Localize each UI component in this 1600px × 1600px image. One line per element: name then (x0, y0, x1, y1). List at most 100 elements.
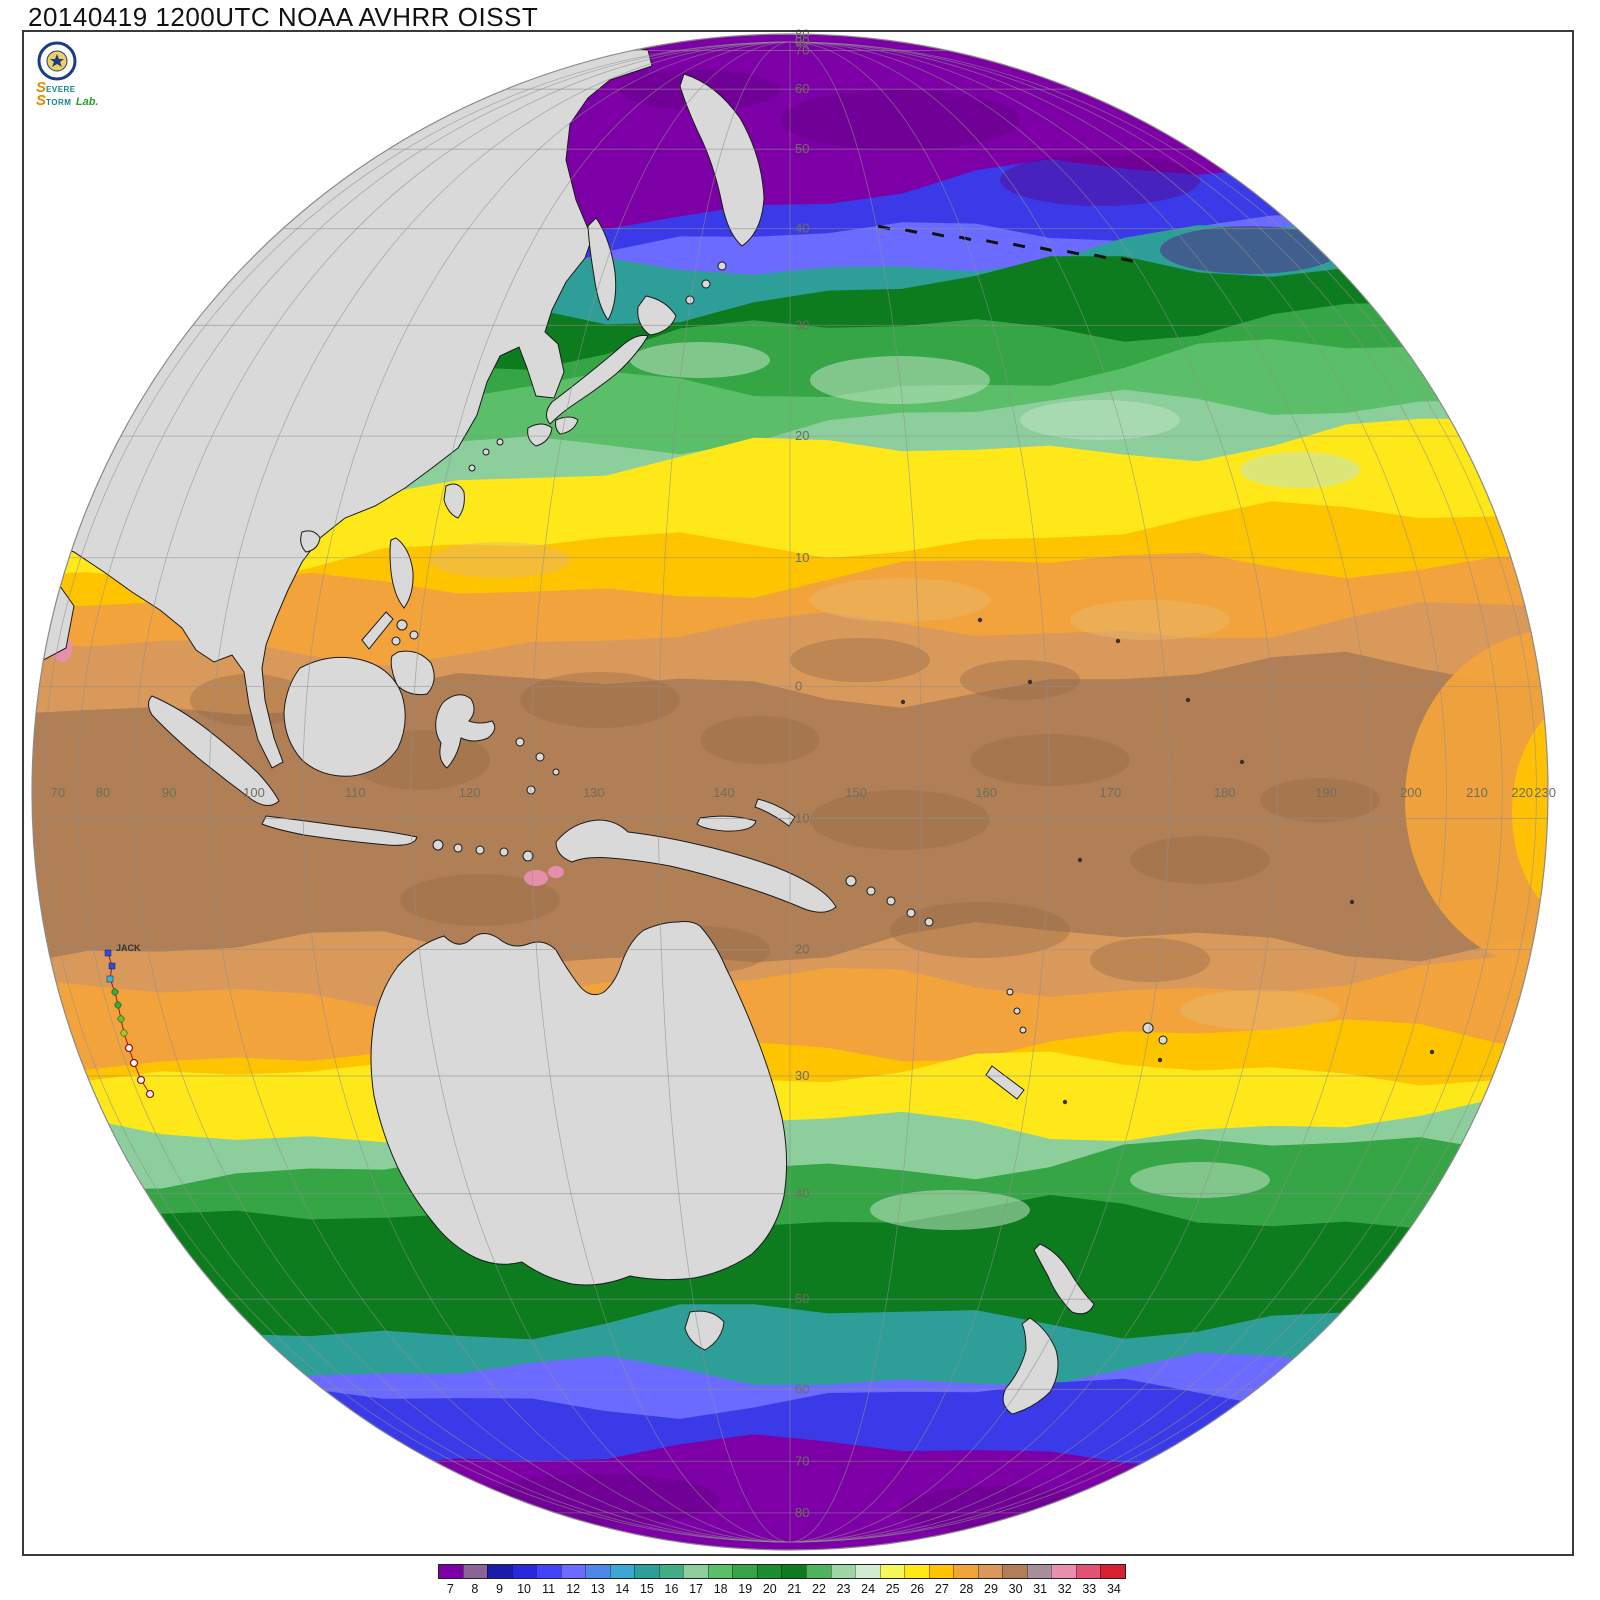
colorbar-tick-label: 8 (471, 1582, 479, 1596)
lat-label: 10 (795, 810, 809, 825)
colorbar-tick-label: 18 (713, 1582, 728, 1596)
land-atoll (1349, 899, 1355, 905)
colorbar-cell (904, 1565, 929, 1578)
land-borneo (283, 656, 406, 777)
land-vanuatu-island (1019, 1026, 1027, 1034)
land-vanuatu-island (1013, 1007, 1021, 1015)
globe-rim (31, 33, 1549, 1551)
land-aleutian-islands (1012, 242, 1026, 249)
lon-label: 120 (459, 785, 481, 800)
colorbar-tick-label: 20 (762, 1582, 777, 1596)
pale-green-patch (1240, 452, 1360, 488)
land-kamchatka (679, 73, 765, 247)
land-solomon-island (886, 896, 896, 906)
colorbar-tick-label: 9 (495, 1582, 503, 1596)
colorbar-cell (707, 1565, 733, 1578)
land-aleutian-islands (1120, 257, 1134, 263)
land-palawan (361, 611, 394, 650)
land-new-ireland (754, 798, 796, 827)
colorbar-cell (855, 1565, 880, 1578)
storm-position-marker (120, 1029, 128, 1037)
storm-position-marker (145, 1089, 155, 1099)
lat-label: 20 (795, 428, 809, 443)
colorbar-tick-label: 34 (1106, 1582, 1121, 1596)
lon-label: 190 (1315, 785, 1337, 800)
colorbar-tick-label: 31 (1033, 1582, 1048, 1596)
lon-label: 100 (243, 785, 265, 800)
land-sulawesi (435, 694, 496, 769)
colorbar-cell (781, 1565, 806, 1578)
land-kuril-island (701, 279, 711, 289)
colorbar-tick-label: 15 (639, 1582, 654, 1596)
colorbar-cell (1075, 1565, 1101, 1578)
pale-green-patch (870, 1190, 1030, 1230)
land-fiji-island (1158, 1035, 1168, 1045)
very-warm-pink-spot (548, 866, 564, 878)
land-visayas-island (391, 636, 401, 646)
page-title: 20140419 1200UTC NOAA AVHRR OISST (28, 2, 539, 32)
colorbar-tick-label: 24 (861, 1582, 876, 1596)
land-atoll (977, 617, 983, 623)
colorbar-cell (439, 1565, 463, 1578)
land-lesser-sunda-island (432, 839, 444, 851)
warm-pool-patch (890, 902, 1070, 958)
colorbar-cell (511, 1565, 537, 1578)
lon-label: 200 (1400, 785, 1422, 800)
land-aleutian-islands (1093, 253, 1107, 260)
land-atoll (1185, 697, 1191, 703)
lat-label: 80 (795, 1505, 809, 1520)
lat-label: 30 (795, 1068, 809, 1083)
severe-storm-lab-logo: SEVERE STORM Lab. (36, 40, 156, 108)
land-fiji-island (1142, 1022, 1154, 1034)
storm-name-label: JACK (116, 943, 141, 953)
colorbar-tick-label: 22 (812, 1582, 826, 1596)
colorbar-cell (487, 1565, 512, 1578)
land-aleutian-islands (1039, 246, 1053, 252)
colorbar-cell (953, 1565, 978, 1578)
lat-label: 30 (795, 317, 809, 332)
land-tasmania (684, 1310, 725, 1351)
land-taiwan (443, 483, 465, 519)
land-maluku-island (552, 768, 560, 776)
land-atoll (1115, 638, 1121, 644)
colorbar-cell (585, 1565, 610, 1578)
lat-label: 70 (795, 1453, 809, 1468)
land-atoll (1077, 857, 1083, 863)
colorbar-tick-label: 14 (615, 1582, 630, 1596)
land-kuril-island (717, 261, 727, 271)
colorbar-tick-label: 19 (738, 1582, 753, 1596)
colorbar-cell (634, 1565, 659, 1578)
land-atoll (1239, 759, 1245, 765)
colorbar-cell (658, 1565, 684, 1578)
lon-label: 210 (1466, 785, 1488, 800)
warm-pool-patch (960, 660, 1080, 700)
colorbar-cell (609, 1565, 635, 1578)
lon-label: 90 (162, 785, 176, 800)
storm-position-marker (136, 1075, 146, 1085)
lat-label: 20 (795, 942, 809, 957)
warm-pool-patch (1260, 778, 1380, 822)
pale-green-patch (1020, 400, 1180, 440)
colorbar-tick-label: 25 (885, 1582, 900, 1596)
lon-label: 170 (1099, 785, 1121, 800)
land-lesser-sunda-island (453, 843, 463, 853)
lat-label: 70 (795, 43, 809, 58)
storm-track: JACK (104, 943, 155, 1099)
lat-label: 60 (795, 1381, 809, 1396)
warm-pool-patch (700, 716, 820, 764)
land-hainan (300, 530, 321, 553)
lab-seal-icon (37, 41, 77, 81)
colorbar-cell (1026, 1565, 1052, 1578)
land-maluku-island (515, 737, 525, 747)
storm-position-marker (108, 962, 116, 970)
colorbar-cell (756, 1565, 782, 1578)
cold-purple-patch (480, 1474, 720, 1526)
logo-word-storm-lab: STORM Lab. (36, 92, 99, 109)
colorbar-tick-label: 21 (787, 1582, 802, 1596)
land-new-caledonia (985, 1065, 1025, 1100)
colorbar-tick-label: 26 (910, 1582, 925, 1596)
lon-label: 150 (845, 785, 867, 800)
storm-position-marker (106, 975, 114, 983)
storm-position-marker (114, 1001, 122, 1009)
